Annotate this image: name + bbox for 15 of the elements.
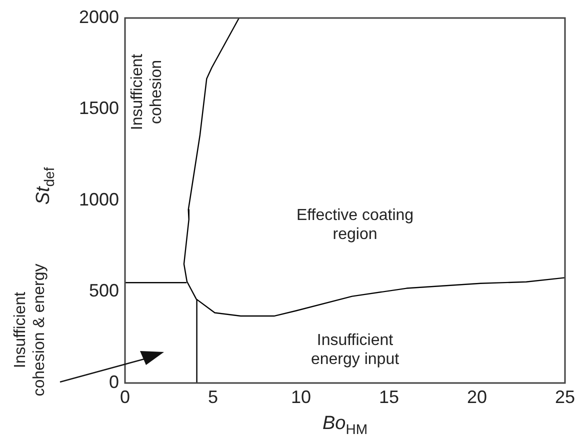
x-tick-label: 5 <box>208 386 218 407</box>
y-tick-label: 1500 <box>78 98 119 118</box>
y-tick-label: 0 <box>108 372 119 392</box>
annotation: Insufficient cohesion <box>128 54 166 130</box>
y-tick-label: 500 <box>88 280 119 301</box>
y-tick-label: 2000 <box>78 6 119 27</box>
annotation: Effective coating region <box>296 206 414 244</box>
x-tick-label: 20 <box>466 386 488 407</box>
x-tick-label: 15 <box>378 386 400 407</box>
text: Insufficient cohesion & energy <box>10 264 49 396</box>
y-tick-label: 1000 <box>78 189 119 210</box>
x-axis-title: Bo$_{HM}$ <box>322 413 368 437</box>
x-tick-label: 10 <box>290 386 312 407</box>
annotation: Insufficient energy input <box>310 330 400 370</box>
x-tick-label: 25 <box>554 386 576 407</box>
